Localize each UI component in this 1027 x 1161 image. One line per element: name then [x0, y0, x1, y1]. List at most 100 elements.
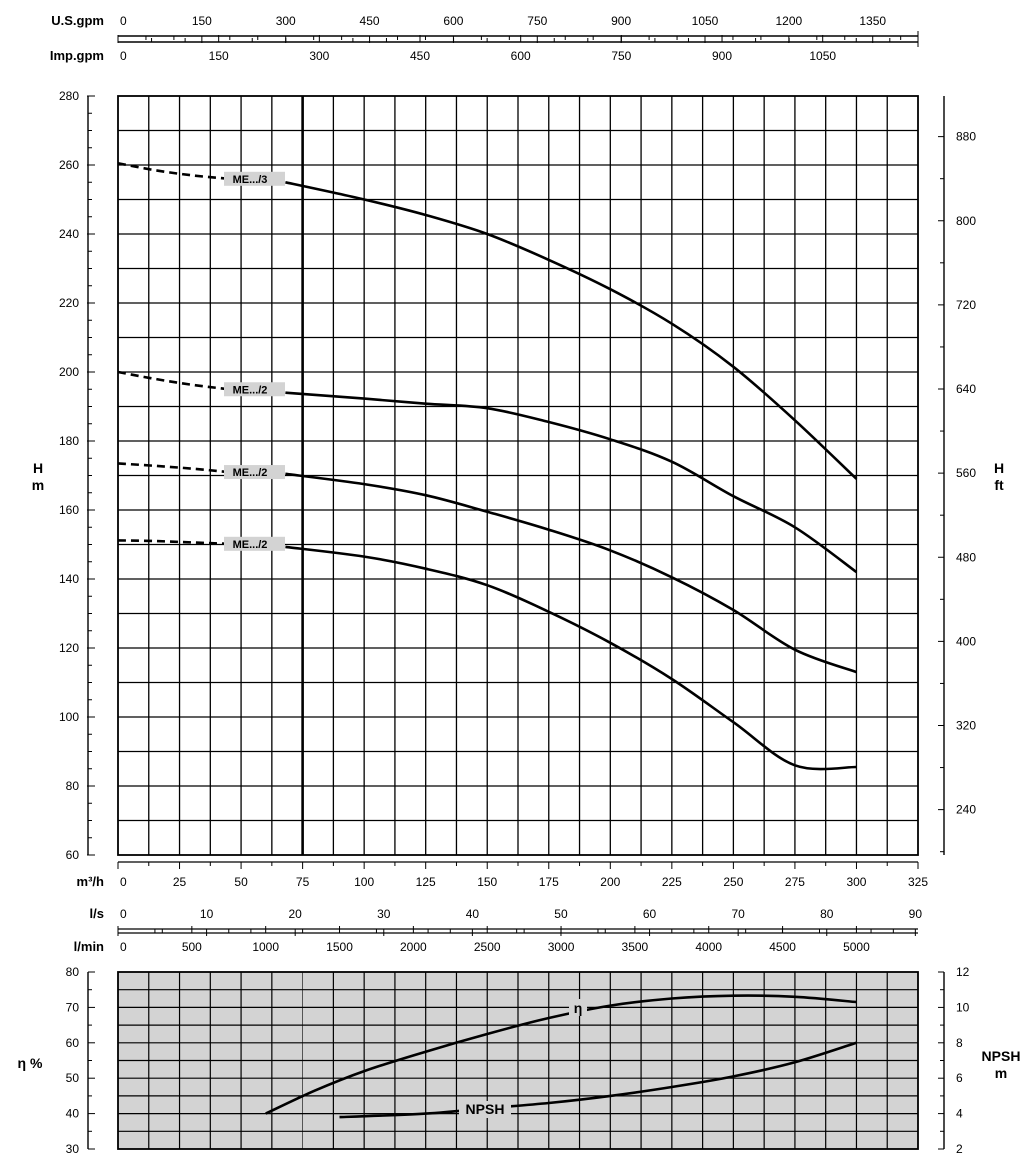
head-right-tick-label: 800	[956, 214, 976, 228]
m3h-tick-label: 225	[662, 875, 682, 889]
curve-tag-label: ME.../2	[233, 539, 268, 551]
lmin-tick-label: 5000	[843, 940, 870, 954]
lmin-tick-label: 0	[120, 940, 127, 954]
head-curve-dashed-3	[117, 462, 229, 474]
usgpm-tick-label: 600	[443, 14, 463, 28]
impgpm-tick-label: 900	[712, 49, 732, 63]
head-right-tick-label: 880	[956, 130, 976, 144]
efficiency-chart	[117, 971, 919, 1150]
usgpm-tick-label: 450	[360, 14, 380, 28]
ls-tick-label: 20	[289, 907, 303, 921]
efficiency-curve-label: η	[574, 1000, 583, 1016]
efficiency-left-tick-label: 50	[66, 1071, 80, 1085]
head-right-tick-label: 400	[956, 634, 976, 648]
efficiency-left-tick-label: 40	[66, 1107, 80, 1121]
curve-tag-box	[224, 171, 285, 186]
impgpm-unit-label: Imp.gpm	[50, 48, 104, 63]
usgpm-tick-label: 1350	[859, 14, 886, 28]
head-left-tick-label: 280	[59, 89, 79, 103]
lmin-tick-label: 2500	[474, 940, 501, 954]
ls-tick-label: 80	[820, 907, 834, 921]
head-right-axis-title: H	[994, 460, 1004, 476]
head-curve-3	[285, 472, 857, 674]
m3h-tick-label: 300	[846, 875, 866, 889]
head-chart	[117, 95, 919, 856]
efficiency-axis-title: η %	[18, 1055, 43, 1071]
head-right-tick-label: 320	[956, 719, 976, 733]
ls-tick-label: 10	[200, 907, 214, 921]
lmin-tick-label: 3500	[622, 940, 649, 954]
npsh-right-tick-label: 6	[956, 1071, 963, 1085]
head-left-tick-label: 240	[59, 227, 79, 241]
head-left-tick-label: 140	[59, 572, 79, 586]
usgpm-tick-label: 750	[527, 14, 547, 28]
lmin-unit-label: l/min	[74, 939, 104, 954]
ls-tick-label: 30	[377, 907, 391, 921]
usgpm-tick-label: 900	[611, 14, 631, 28]
impgpm-tick-label: 300	[309, 49, 329, 63]
lmin-tick-label: 3000	[548, 940, 575, 954]
head-curve-4	[285, 545, 857, 771]
curve-tag-label: ME.../2	[233, 384, 268, 396]
npsh-right-tick-label: 10	[956, 1000, 970, 1014]
head-right-tick-label: 560	[956, 466, 976, 480]
head-left-axis-title: H	[33, 460, 43, 476]
lmin-tick-label: 2000	[400, 940, 427, 954]
impgpm-tick-label: 450	[410, 49, 430, 63]
m3h-tick-label: 325	[908, 875, 928, 889]
m3h-tick-label: 125	[416, 875, 436, 889]
curve-tag-box	[224, 465, 285, 480]
head-right-axis-unit: ft	[994, 477, 1004, 493]
curve-tag-label: ME.../2	[233, 467, 268, 479]
ls-unit-label: l/s	[90, 906, 104, 921]
lmin-tick-label: 500	[182, 940, 202, 954]
head-right-tick-label: 640	[956, 382, 976, 396]
head-curve-1	[285, 181, 858, 480]
efficiency-left-tick-label: 60	[66, 1036, 80, 1050]
npsh-curve-label: NPSH	[466, 1101, 505, 1117]
m3h-tick-label: 150	[477, 875, 497, 889]
efficiency-left-tick-label: 30	[66, 1142, 80, 1156]
usgpm-tick-label: 1200	[776, 14, 803, 28]
head-left-tick-label: 100	[59, 710, 79, 724]
lmin-tick-label: 4500	[769, 940, 796, 954]
npsh-right-tick-label: 8	[956, 1036, 963, 1050]
ls-tick-label: 40	[466, 907, 480, 921]
lmin-tick-label: 4000	[695, 940, 722, 954]
head-left-tick-label: 200	[59, 365, 79, 379]
m3h-tick-label: 25	[173, 875, 187, 889]
curve-tag-box	[224, 536, 285, 551]
npsh-label-box	[459, 1101, 511, 1118]
head-curve-dashed-1	[117, 162, 229, 181]
efficiency-left-tick-label: 80	[66, 965, 80, 979]
head-curve-dashed-4	[117, 539, 229, 546]
ls-tick-label: 60	[643, 907, 657, 921]
head-curve-2	[285, 391, 858, 574]
m3h-tick-label: 175	[539, 875, 559, 889]
efficiency-curve	[265, 994, 857, 1115]
m3h-tick-label: 50	[234, 875, 248, 889]
m3h-tick-label: 200	[600, 875, 620, 889]
head-left-tick-label: 160	[59, 503, 79, 517]
lmin-tick-label: 1500	[326, 940, 353, 954]
usgpm-tick-label: 150	[192, 14, 212, 28]
curve-tag-label: ME.../3	[233, 174, 268, 186]
head-left-tick-label: 220	[59, 296, 79, 310]
head-left-axis-unit: m	[32, 477, 44, 493]
m3h-tick-label: 75	[296, 875, 310, 889]
head-left-tick-label: 60	[66, 848, 80, 862]
efficiency-left-tick-label: 70	[66, 1000, 80, 1014]
m3h-tick-label: 250	[723, 875, 743, 889]
head-right-tick-label: 240	[956, 803, 976, 817]
head-left-tick-label: 120	[59, 641, 79, 655]
npsh-axis-unit: m	[995, 1065, 1007, 1081]
npsh-right-tick-label: 2	[956, 1142, 963, 1156]
ls-tick-label: 50	[554, 907, 568, 921]
usgpm-tick-label: 1050	[692, 14, 719, 28]
head-right-tick-label: 720	[956, 298, 976, 312]
usgpm-tick-label: 300	[276, 14, 296, 28]
impgpm-tick-label: 1050	[809, 49, 836, 63]
curve-tag-box	[224, 382, 285, 397]
head-right-tick-label: 480	[956, 550, 976, 564]
